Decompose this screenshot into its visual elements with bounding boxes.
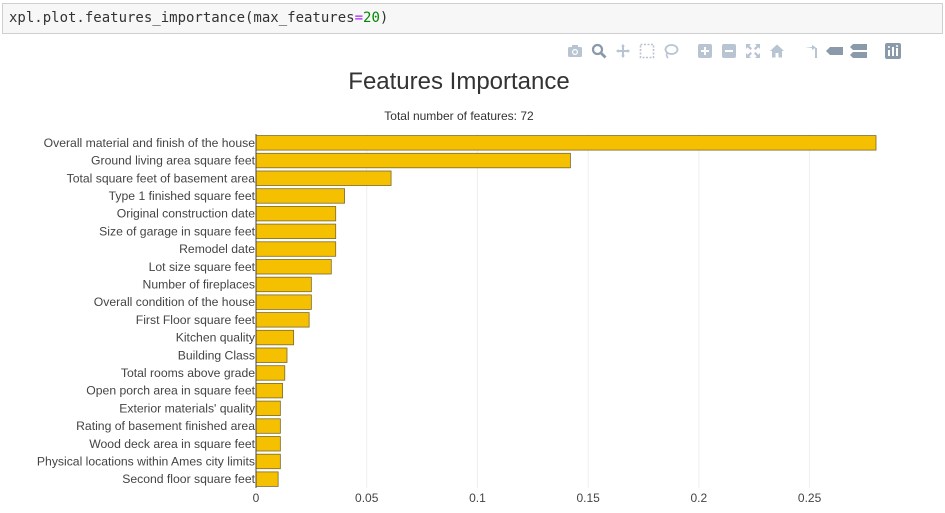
y-tick-label: Open porch area in square feet: [86, 384, 255, 398]
y-tick-label: Wood deck area in square feet: [89, 437, 255, 451]
y-tick-label: Size of garage in square feet: [99, 224, 255, 238]
spike-lines-icon[interactable]: [802, 42, 820, 60]
chart-title: Features Importance: [348, 68, 569, 95]
hover-closest-icon[interactable]: [826, 42, 844, 60]
y-tick-label: Total rooms above grade: [121, 366, 255, 380]
y-tick-label: Overall condition of the house: [94, 295, 255, 309]
bar[interactable]: [255, 436, 281, 452]
bar[interactable]: [255, 365, 286, 381]
y-tick-label: Physical locations within Ames city limi…: [37, 454, 255, 468]
code-equals: =: [354, 10, 364, 26]
bar[interactable]: [255, 347, 288, 363]
y-tick-label: Remodel date: [179, 242, 255, 256]
camera-icon[interactable]: [566, 42, 584, 60]
bar[interactable]: [255, 135, 877, 151]
code-cell[interactable]: xpl.plot.features_importance(max_feature…: [2, 3, 943, 34]
y-tick-label: Overall material and finish of the house: [44, 136, 256, 150]
y-tick-label: Ground living area square feet: [91, 154, 256, 168]
y-tick-label: Kitchen quality: [176, 331, 256, 345]
x-tick-label: 0.25: [798, 491, 822, 505]
bar[interactable]: [255, 418, 281, 434]
bar[interactable]: [255, 453, 281, 470]
code-number: 20: [363, 10, 380, 26]
x-tick-label: 0.15: [576, 491, 600, 505]
bar[interactable]: [255, 471, 279, 487]
bar[interactable]: [255, 400, 281, 417]
reset-axes-icon[interactable]: [768, 42, 786, 60]
x-tick-label: 0.2: [691, 491, 708, 505]
bar[interactable]: [255, 152, 571, 169]
code-suffix: ): [379, 10, 389, 26]
x-tick-label: 0.1: [469, 491, 486, 505]
x-tick-label: 0.05: [355, 491, 379, 505]
bar[interactable]: [255, 223, 337, 240]
bar[interactable]: [255, 259, 332, 275]
plot-modebar: [566, 42, 908, 60]
bar[interactable]: [255, 188, 345, 204]
y-tick-label: Lot size square feet: [149, 260, 256, 274]
bar[interactable]: [255, 294, 312, 310]
bar[interactable]: [255, 382, 283, 399]
box-select-icon[interactable]: [638, 42, 656, 60]
y-tick-label: Building Class: [178, 348, 255, 362]
y-tick-label: Total square feet of basement area: [67, 171, 256, 185]
chart-subtitle: Total number of features: 72: [384, 109, 534, 123]
y-tick-label: Rating of basement finished area: [76, 419, 255, 433]
hover-compare-icon[interactable]: [850, 42, 868, 60]
y-tick-label: First Floor square feet: [136, 313, 256, 327]
bar[interactable]: [255, 205, 337, 222]
bar[interactable]: [255, 241, 337, 257]
code-prefix: xpl.plot.features_importance(max_feature…: [9, 10, 355, 26]
y-tick-label: Type 1 finished square feet: [109, 189, 256, 203]
bar[interactable]: [255, 312, 310, 328]
bar[interactable]: [255, 170, 392, 186]
autoscale-icon[interactable]: [744, 42, 762, 60]
lasso-icon[interactable]: [662, 42, 680, 60]
x-tick-label: 0: [253, 491, 260, 505]
zoom-out-icon[interactable]: [720, 42, 738, 60]
plotly-logo-icon[interactable]: [884, 42, 902, 60]
zoom-in-icon[interactable]: [696, 42, 714, 60]
y-tick-labels: Overall material and finish of the house…: [37, 136, 256, 486]
y-tick-label: Exterior materials' quality: [119, 401, 256, 415]
zoom-icon[interactable]: [590, 42, 608, 60]
x-tick-labels: 0 0.05 0.1 0.15 0.2 0.25: [253, 491, 822, 505]
bars-group: [255, 135, 877, 487]
grid-lines: [366, 134, 811, 488]
y-tick-label: Second floor square feet: [122, 472, 255, 486]
pan-icon[interactable]: [614, 42, 632, 60]
bar[interactable]: [255, 276, 312, 293]
y-tick-label: Original construction date: [117, 207, 255, 221]
bar[interactable]: [255, 329, 295, 346]
y-tick-label: Number of fireplaces: [143, 277, 255, 291]
